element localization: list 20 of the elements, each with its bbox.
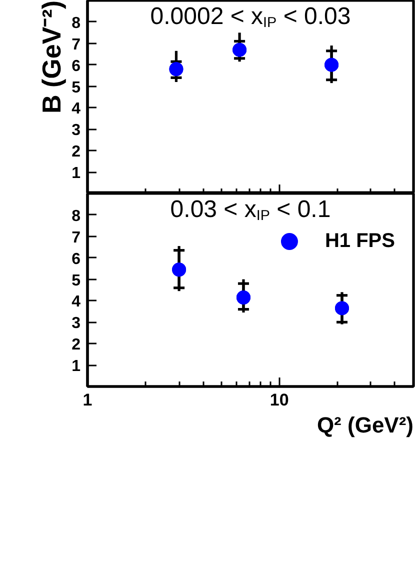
y-tick-label: 5: [72, 79, 81, 96]
y-tick-label: 8: [72, 14, 81, 32]
y-tick-label: 7: [72, 229, 81, 246]
y-tick-label: 6: [72, 250, 81, 268]
y-tick-label: 4: [72, 100, 81, 118]
x-tick-label: 10: [270, 390, 289, 410]
y-tick-label: 5: [72, 272, 81, 290]
y-tick-label: 6: [72, 58, 81, 75]
x-axis-title: Q² (GeV²): [316, 412, 414, 438]
y-tick-label: 2: [72, 336, 81, 354]
y-tick-label: 7: [72, 36, 81, 54]
y-tick-label: 3: [72, 122, 81, 140]
legend-label: H1 FPS: [324, 230, 395, 252]
y-tick-label: 1: [72, 358, 81, 376]
y-tick-label: 2: [72, 144, 81, 161]
y-axis-title: B (GeV⁻²): [36, 0, 66, 114]
y-tick-label: 4: [72, 294, 81, 311]
y-tick-label: 8: [72, 208, 81, 225]
y-tick-label: 3: [72, 315, 81, 332]
y-tick-label: 1: [72, 165, 81, 182]
